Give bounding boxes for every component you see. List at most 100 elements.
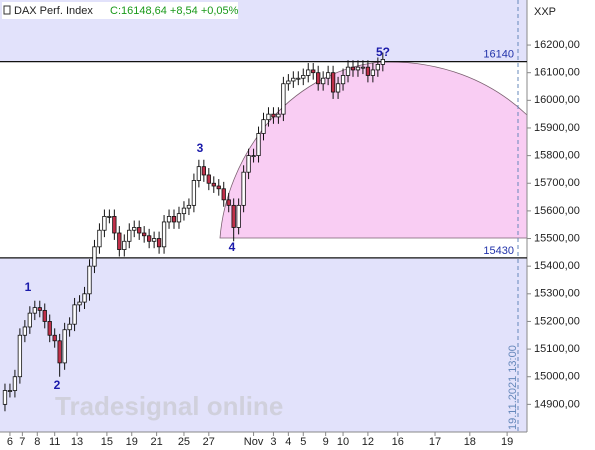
candle-body bbox=[112, 216, 117, 234]
candle-body bbox=[370, 69, 376, 76]
candle-body bbox=[171, 216, 177, 223]
watermark: Tradesignal online bbox=[55, 391, 283, 421]
x-tick-label: 12 bbox=[362, 436, 374, 448]
candle-body bbox=[57, 340, 62, 364]
x-tick-label: Nov bbox=[244, 436, 264, 448]
x-tick-label: 4 bbox=[285, 436, 291, 448]
candle-body bbox=[311, 69, 316, 74]
candle-body bbox=[72, 304, 77, 325]
title-box bbox=[2, 2, 238, 19]
x-tick-label: 27 bbox=[203, 436, 215, 448]
candle-body bbox=[176, 213, 182, 223]
candle-body bbox=[271, 113, 276, 118]
candle-body bbox=[102, 216, 107, 231]
y-tick-label: 14900,00 bbox=[534, 398, 580, 410]
wave-label: 4 bbox=[229, 240, 236, 254]
timestamp: 19.11.2021 13:00 bbox=[507, 345, 519, 430]
candle-body bbox=[246, 155, 251, 173]
candle-body bbox=[276, 113, 281, 118]
candle-body bbox=[142, 232, 147, 237]
candle-body bbox=[22, 326, 27, 336]
candle-body bbox=[166, 216, 172, 223]
candle-body bbox=[296, 77, 301, 80]
x-tick-label: 13 bbox=[71, 436, 83, 448]
candle-body bbox=[156, 238, 162, 248]
candle-body bbox=[335, 83, 341, 93]
candle-body bbox=[350, 66, 356, 71]
title-icon bbox=[3, 5, 11, 15]
candle-body bbox=[286, 80, 291, 85]
candle-body bbox=[355, 66, 361, 71]
candle-body bbox=[291, 77, 296, 82]
x-tick-label: 5 bbox=[300, 436, 306, 448]
candle-body bbox=[52, 334, 57, 342]
y-axis-label: XXP bbox=[534, 6, 556, 18]
candle-body bbox=[321, 77, 326, 85]
candle-body bbox=[206, 174, 211, 184]
candle-body bbox=[375, 63, 380, 71]
candle-body bbox=[186, 204, 192, 209]
candle-body bbox=[132, 227, 137, 231]
y-tick-label: 15100,00 bbox=[534, 343, 580, 355]
candle-body bbox=[7, 390, 13, 392]
wave-label: 5? bbox=[376, 45, 390, 59]
y-tick-label: 15000,00 bbox=[534, 371, 580, 383]
y-tick-label: 15300,00 bbox=[534, 288, 580, 300]
chart-subtitle: C:16148,64 +8,54 +0,05% bbox=[110, 5, 239, 17]
candle-body bbox=[325, 72, 331, 79]
candle-body bbox=[236, 204, 241, 228]
candle-body bbox=[301, 75, 306, 79]
candle-body bbox=[161, 221, 167, 248]
candle-body bbox=[2, 390, 8, 405]
candle-body bbox=[27, 312, 32, 328]
candle-body bbox=[216, 185, 221, 190]
y-tick-label: 15900,00 bbox=[534, 122, 580, 134]
candle-body bbox=[266, 113, 271, 121]
y-tick-label: 16100,00 bbox=[534, 67, 580, 79]
candle-body bbox=[261, 119, 266, 134]
candle-body bbox=[281, 83, 286, 115]
candle-body bbox=[181, 207, 187, 215]
candle-body bbox=[345, 66, 351, 76]
candle-body bbox=[147, 235, 152, 242]
candle-body bbox=[12, 376, 18, 391]
y-tick-label: 15400,00 bbox=[534, 260, 580, 272]
candle-body bbox=[201, 166, 206, 176]
candle-body bbox=[32, 307, 37, 314]
candle-body bbox=[330, 72, 336, 93]
x-tick-label: 18 bbox=[464, 436, 476, 448]
x-tick-label: 7 bbox=[19, 436, 25, 448]
candle-body bbox=[87, 265, 92, 295]
y-tick-label: 15800,00 bbox=[534, 150, 580, 162]
chart-title: DAX Perf. Index bbox=[14, 5, 93, 17]
candle-body bbox=[191, 180, 197, 206]
x-tick-label: 10 bbox=[337, 436, 349, 448]
wave-label: 2 bbox=[54, 378, 61, 392]
candle-body bbox=[226, 199, 231, 206]
candle-body bbox=[42, 309, 47, 322]
x-tick-label: 9 bbox=[323, 436, 329, 448]
x-tick-label: 15 bbox=[101, 436, 113, 448]
candle-body bbox=[37, 307, 42, 311]
y-tick-label: 16200,00 bbox=[534, 39, 580, 51]
candle-body bbox=[251, 155, 256, 158]
y-tick-label: 15500,00 bbox=[534, 232, 580, 244]
x-tick-label: 25 bbox=[178, 436, 190, 448]
y-tick-label: 16000,00 bbox=[534, 94, 580, 106]
candle-body bbox=[211, 182, 216, 187]
candle-body bbox=[360, 66, 366, 69]
x-tick-label: 8 bbox=[34, 436, 40, 448]
candle-body bbox=[62, 329, 67, 364]
candle-body bbox=[107, 216, 112, 218]
y-tick-label: 15600,00 bbox=[534, 205, 580, 217]
candle-body bbox=[137, 227, 142, 234]
candle-body bbox=[221, 188, 226, 201]
x-tick-label: 11 bbox=[49, 436, 60, 448]
candle-body bbox=[151, 238, 157, 242]
y-tick-label: 15200,00 bbox=[534, 315, 580, 327]
candle-body bbox=[256, 133, 261, 157]
candle-body bbox=[122, 240, 127, 250]
x-tick-label: 19 bbox=[126, 436, 138, 448]
candle-body bbox=[97, 229, 102, 248]
candle-body bbox=[316, 72, 321, 85]
